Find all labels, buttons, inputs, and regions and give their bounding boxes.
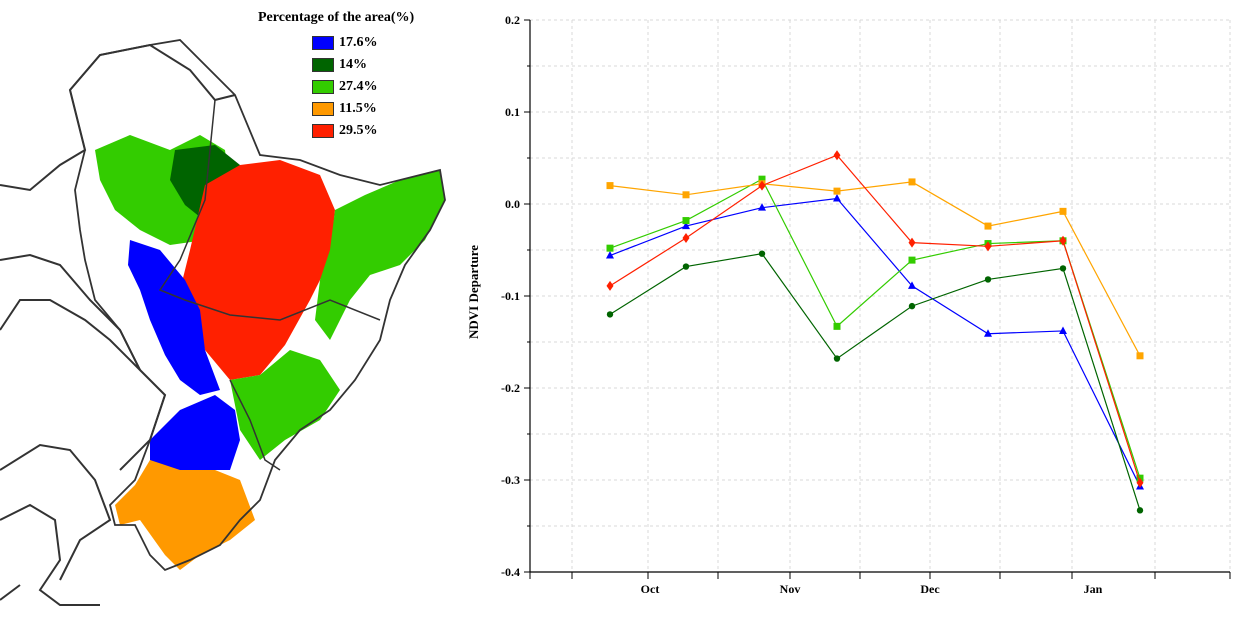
data-point — [606, 244, 614, 252]
region-green-east — [315, 170, 445, 340]
series-4 — [606, 150, 1144, 488]
legend-item: 29.5% — [312, 120, 414, 142]
province-boundary — [158, 99, 381, 321]
ndvi-line-chart: -0.4 -0.3 -0.2 -0.1 0.0 0.1 0.2 Oct Nov Dec Jan ND… — [466, 13, 1231, 596]
region-blue-south — [150, 395, 240, 470]
chart-panel: -0.4 -0.3 -0.2 -0.1 0.0 0.1 0.2 Oct Nov Dec Jan ND… — [460, 0, 1250, 618]
legend-swatch — [312, 124, 334, 138]
data-point — [908, 256, 916, 264]
data-point — [908, 281, 916, 289]
legend-item: 17.6% — [312, 32, 414, 54]
data-point — [606, 280, 614, 291]
data-point — [758, 250, 766, 257]
map-panel: Percentage of the area(%) 17.6% 14% 27.4… — [0, 0, 460, 618]
legend-label: 14% — [339, 57, 367, 72]
series-0 — [606, 193, 1144, 490]
legend-label: 17.6% — [339, 35, 378, 50]
data-point — [1059, 235, 1067, 246]
legend-swatch — [312, 36, 334, 50]
x-tick-label: Oct — [641, 582, 660, 596]
data-point — [606, 311, 614, 318]
series-line — [609, 154, 1141, 483]
data-point — [1059, 265, 1067, 272]
region-orange — [115, 460, 255, 570]
data-point — [833, 150, 841, 161]
data-point — [1136, 477, 1144, 488]
legend-title: Percentage of the area(%) — [258, 10, 415, 25]
series-line — [609, 197, 1141, 487]
legend-item: 11.5% — [312, 98, 414, 120]
legend-swatch — [312, 80, 334, 94]
region-blue-west — [128, 240, 220, 395]
x-tick-label: Jan — [1084, 582, 1103, 596]
data-point — [758, 175, 766, 183]
x-tick-label: Dec — [920, 582, 940, 596]
legend-label: 29.5% — [339, 123, 378, 138]
legend-swatch — [312, 58, 334, 72]
province-boundary — [229, 379, 281, 471]
series-line — [609, 253, 1141, 511]
data-point — [984, 276, 992, 283]
y-tick-label: -0.1 — [501, 289, 520, 303]
series-1 — [606, 250, 1144, 514]
legend-swatch — [312, 102, 334, 116]
data-point — [833, 193, 841, 202]
data-point — [606, 251, 614, 259]
data-point — [908, 237, 916, 248]
data-point — [682, 217, 690, 225]
data-point — [1059, 326, 1067, 334]
region-map — [0, 39, 446, 606]
y-tick-label: 0.1 — [505, 105, 520, 119]
data-point — [1136, 352, 1144, 360]
data-point — [682, 263, 690, 270]
data-point — [984, 241, 992, 252]
data-point — [1059, 207, 1067, 215]
y-tick-label: 0.2 — [505, 13, 520, 27]
data-point — [682, 233, 690, 244]
data-point — [758, 203, 766, 211]
data-point — [758, 180, 766, 191]
data-point — [908, 178, 916, 186]
legend-item: 27.4% — [312, 76, 414, 98]
y-tick-label: 0.0 — [505, 197, 520, 211]
data-point — [984, 222, 992, 230]
map-regions — [95, 135, 445, 570]
legend-item: 14% — [312, 54, 414, 76]
y-tick-label: -0.3 — [501, 473, 520, 487]
axes: -0.4 -0.3 -0.2 -0.1 0.0 0.1 0.2 Oct Nov Dec Jan — [501, 13, 1231, 596]
data-point — [833, 187, 841, 195]
y-tick-label: -0.2 — [501, 381, 520, 395]
data-point — [682, 191, 690, 199]
region-red — [180, 160, 335, 380]
series-line — [609, 181, 1141, 357]
data-point — [908, 302, 916, 310]
data-point — [682, 221, 690, 230]
region-green-south — [230, 350, 340, 460]
legend-label: 27.4% — [339, 79, 378, 94]
legend-label: 11.5% — [339, 101, 377, 116]
series-group — [606, 150, 1144, 514]
data-point — [606, 182, 614, 190]
y-axis-label: NDVI Departure — [466, 245, 481, 339]
data-point — [833, 322, 841, 330]
grid — [529, 19, 1231, 573]
study-area-outline — [69, 39, 446, 572]
data-point — [984, 329, 992, 337]
data-point — [1136, 507, 1144, 514]
x-tick-label: Nov — [780, 582, 801, 596]
map-legend: Percentage of the area(%) 17.6% 14% 27.4… — [258, 10, 414, 142]
data-point — [833, 355, 841, 362]
y-tick-label: -0.4 — [501, 565, 520, 579]
